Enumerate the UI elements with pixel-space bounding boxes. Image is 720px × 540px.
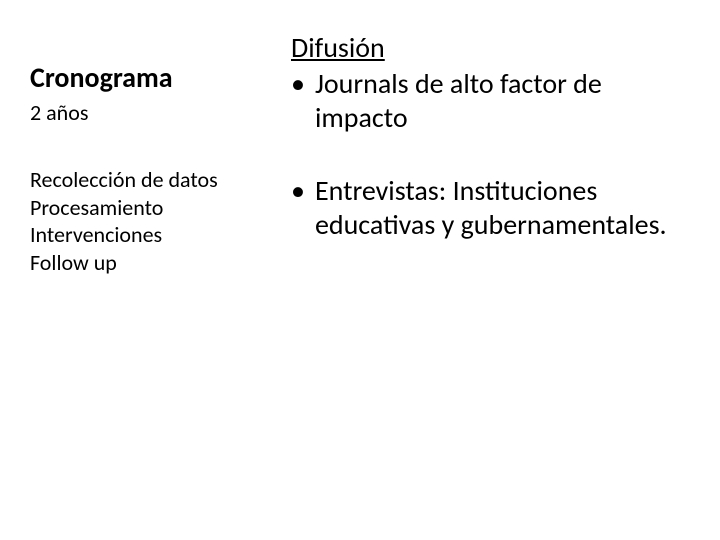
left-item: Follow up — [30, 249, 285, 277]
left-item: Procesamiento — [30, 194, 285, 222]
left-heading: Cronograma — [30, 60, 285, 95]
left-column: Cronograma 2 años Recolección de datos P… — [30, 20, 285, 276]
bullet-text: Journals de alto factor de impacto — [315, 67, 690, 134]
bullet-item: • Entrevistas: Instituciones educativas … — [285, 174, 690, 241]
left-subheading: 2 años — [30, 99, 285, 126]
right-heading: Difusión — [285, 30, 690, 65]
right-column: Difusión • Journals de alto factor de im… — [285, 20, 690, 276]
left-item: Intervenciones — [30, 221, 285, 249]
bullet-item: • Journals de alto factor de impacto — [285, 67, 690, 134]
bullet-text: Entrevistas: Instituciones educativas y … — [315, 174, 690, 241]
bullet-icon: • — [285, 67, 315, 134]
left-item: Recolección de datos — [30, 166, 285, 194]
bullet-icon: • — [285, 174, 315, 241]
slide-container: Cronograma 2 años Recolección de datos P… — [30, 20, 690, 276]
